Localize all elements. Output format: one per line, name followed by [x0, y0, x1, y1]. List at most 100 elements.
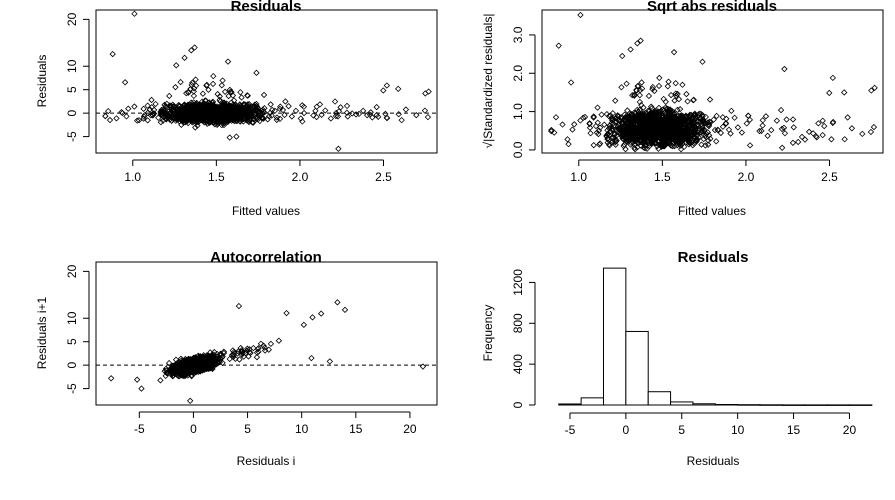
panel-1-point — [140, 115, 147, 122]
panel-1-point — [180, 115, 188, 122]
panel-1-point — [267, 101, 274, 108]
panel-1-point — [421, 107, 429, 114]
panel-2-point — [826, 89, 833, 97]
panel-2-point — [670, 49, 678, 56]
panel-2-point — [587, 130, 594, 137]
panel-1-point — [257, 112, 264, 119]
panel-3-y-tick-label: 10 — [65, 311, 79, 325]
panel-2-point — [801, 136, 809, 143]
panel-1-point — [144, 102, 151, 109]
panel-3-y-tick-label: 20 — [65, 264, 79, 278]
panel-1-x-tick-label: 1.5 — [208, 170, 225, 184]
panel-2-point — [781, 65, 788, 73]
panel-1-point — [102, 112, 109, 120]
panel-2-point — [598, 111, 605, 118]
panel-1-point — [422, 90, 429, 97]
panel-3-x-tick-label: 5 — [244, 422, 251, 436]
panel-1-point — [168, 117, 175, 124]
panel-1-point — [188, 99, 195, 106]
panel-2-point — [773, 117, 781, 124]
panel-2-title: Sqrt abs residuals — [647, 0, 777, 15]
panel-3-point — [308, 354, 315, 362]
panel-2-point — [859, 130, 866, 138]
panel-1-point — [118, 108, 125, 116]
panel-1-point — [224, 58, 232, 65]
panel-4-y-tick-label: 400 — [511, 354, 525, 374]
panel-1-point — [218, 102, 226, 110]
panel-1-point — [109, 50, 116, 58]
panel-2-point — [665, 78, 672, 85]
panel-4-x-tick-label: -5 — [565, 423, 576, 437]
histogram-bar — [692, 403, 716, 406]
panel-1-point — [134, 117, 141, 124]
panel-1-point — [228, 89, 235, 96]
panel-1-point — [318, 111, 325, 118]
panel-1-point — [206, 114, 213, 121]
panel-2-point — [552, 114, 560, 121]
panel-residuals-vs-fitted: Residuals Fitted values Residuals 1.0 1.5… — [35, 0, 438, 218]
panel-2-point — [577, 11, 584, 19]
panel-3-point — [341, 306, 349, 313]
panel-2-y-tick-label: 0.0 — [511, 141, 525, 158]
panel-1-point — [213, 121, 221, 129]
panel-1-point — [226, 134, 233, 141]
panel-2-point — [571, 121, 578, 128]
histogram-bar — [714, 403, 739, 406]
panel-1-point — [300, 109, 308, 117]
panel-1-point — [196, 113, 204, 121]
panel-1-point — [185, 108, 192, 116]
panel-2-y-tick-label: 1.0 — [511, 103, 525, 120]
panel-1-point — [322, 107, 329, 114]
panel-2-point — [828, 136, 835, 143]
panel-1-point — [343, 102, 351, 110]
panel-2-point — [674, 106, 681, 114]
panel-1-point — [191, 44, 198, 51]
panel-1-point — [199, 90, 207, 97]
panel-2-point — [631, 92, 638, 99]
panel-2-point — [590, 141, 597, 149]
histogram-bar — [759, 404, 783, 406]
panel-3-point — [187, 397, 194, 404]
panel-3-point — [157, 377, 164, 384]
panel-1-point — [349, 110, 356, 117]
panel-1-point — [157, 108, 164, 116]
panel-3-point — [334, 299, 341, 306]
panel-1-x-tick-label: 2.5 — [375, 170, 392, 184]
panel-2-point — [841, 89, 848, 96]
panel-1-x-tick-label: 2.0 — [292, 170, 309, 184]
panel-2-frame — [541, 9, 884, 154]
panel-3-ylabel: Residuals i+1 — [35, 296, 49, 369]
panel-3-y-tick-label: -5 — [65, 383, 79, 394]
panel-1-point — [222, 103, 229, 110]
panel-1-point — [166, 92, 173, 100]
panel-3-title: Autocorrelation — [210, 249, 322, 266]
panel-1-y-tick-label: 20 — [65, 12, 79, 26]
panel-1-point — [163, 116, 170, 123]
histogram-bar — [670, 401, 694, 406]
panel-2-x-tick-label: 2.5 — [821, 170, 838, 184]
panel-2-point — [705, 121, 713, 128]
panel-2-point — [870, 123, 878, 131]
panel-1-point — [249, 119, 256, 126]
panel-1-point — [192, 76, 199, 83]
panel-1-point — [254, 112, 261, 119]
panel-2-point — [679, 81, 686, 88]
panel-1-point — [398, 116, 405, 124]
panel-3-x-tick-label: 15 — [349, 422, 363, 436]
panel-2-point — [778, 144, 786, 151]
panel-2-point — [656, 74, 663, 82]
panel-1-point — [141, 112, 148, 119]
panel-1-point — [226, 86, 234, 94]
panel-2-points — [548, 11, 878, 153]
panel-1-point — [208, 108, 215, 116]
panel-1-point — [203, 82, 210, 89]
panel-3-point — [107, 375, 115, 382]
panel-1-point — [197, 107, 204, 115]
panel-2-point — [645, 92, 653, 100]
panel-1-point — [256, 117, 263, 125]
panel-1-point — [216, 93, 223, 100]
panel-1-point — [204, 102, 211, 109]
panel-3-x-tick-label: 20 — [403, 422, 417, 436]
panel-1-y-tick-label: -5 — [65, 131, 79, 142]
panel-1-point — [236, 106, 243, 113]
